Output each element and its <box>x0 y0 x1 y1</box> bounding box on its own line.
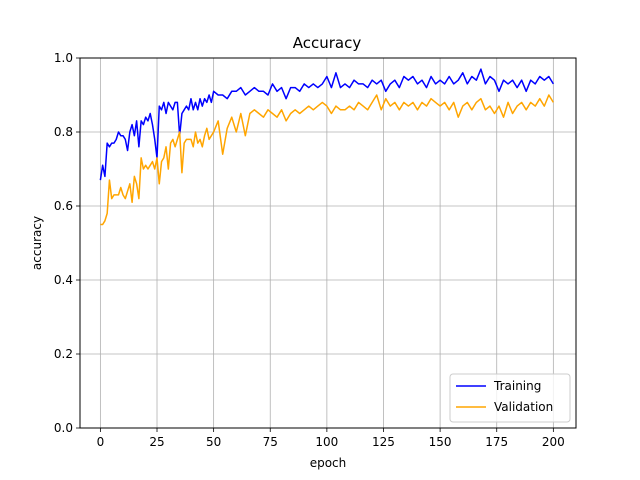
x-tick-label: 200 <box>542 435 565 449</box>
x-tick-label: 150 <box>429 435 452 449</box>
legend: Training Validation <box>449 373 571 423</box>
plot-frame <box>79 57 577 429</box>
x-tick-label: 100 <box>315 435 338 449</box>
legend-label-training: Training <box>493 379 541 393</box>
y-tick-label: 0.2 <box>54 347 73 361</box>
y-tick-label: 0.8 <box>54 125 73 139</box>
x-tick-label: 125 <box>372 435 395 449</box>
x-tick-label: 0 <box>97 435 105 449</box>
x-tick-label: 50 <box>206 435 221 449</box>
x-tick-label: 75 <box>263 435 278 449</box>
x-axis-label: epoch <box>310 456 347 470</box>
series-layer <box>99 68 554 226</box>
legend-label-validation: Validation <box>494 400 553 414</box>
y-axis-label: accuracy <box>30 216 44 270</box>
y-tick-label: 1.0 <box>54 51 73 65</box>
ticks: 0 25 50 75 100 125 150 175 200 0.0 0.2 0.4 0.6 0.8 1.0 <box>54 51 565 449</box>
y-tick-label: 0.6 <box>54 199 73 213</box>
x-tick-label: 25 <box>149 435 164 449</box>
chart-title: Accuracy <box>293 34 362 52</box>
y-tick-label: 0.0 <box>54 421 73 435</box>
x-tick-label: 175 <box>485 435 508 449</box>
series-line-training <box>99 68 554 181</box>
series-line-validation <box>100 94 554 226</box>
y-tick-label: 0.4 <box>54 273 73 287</box>
